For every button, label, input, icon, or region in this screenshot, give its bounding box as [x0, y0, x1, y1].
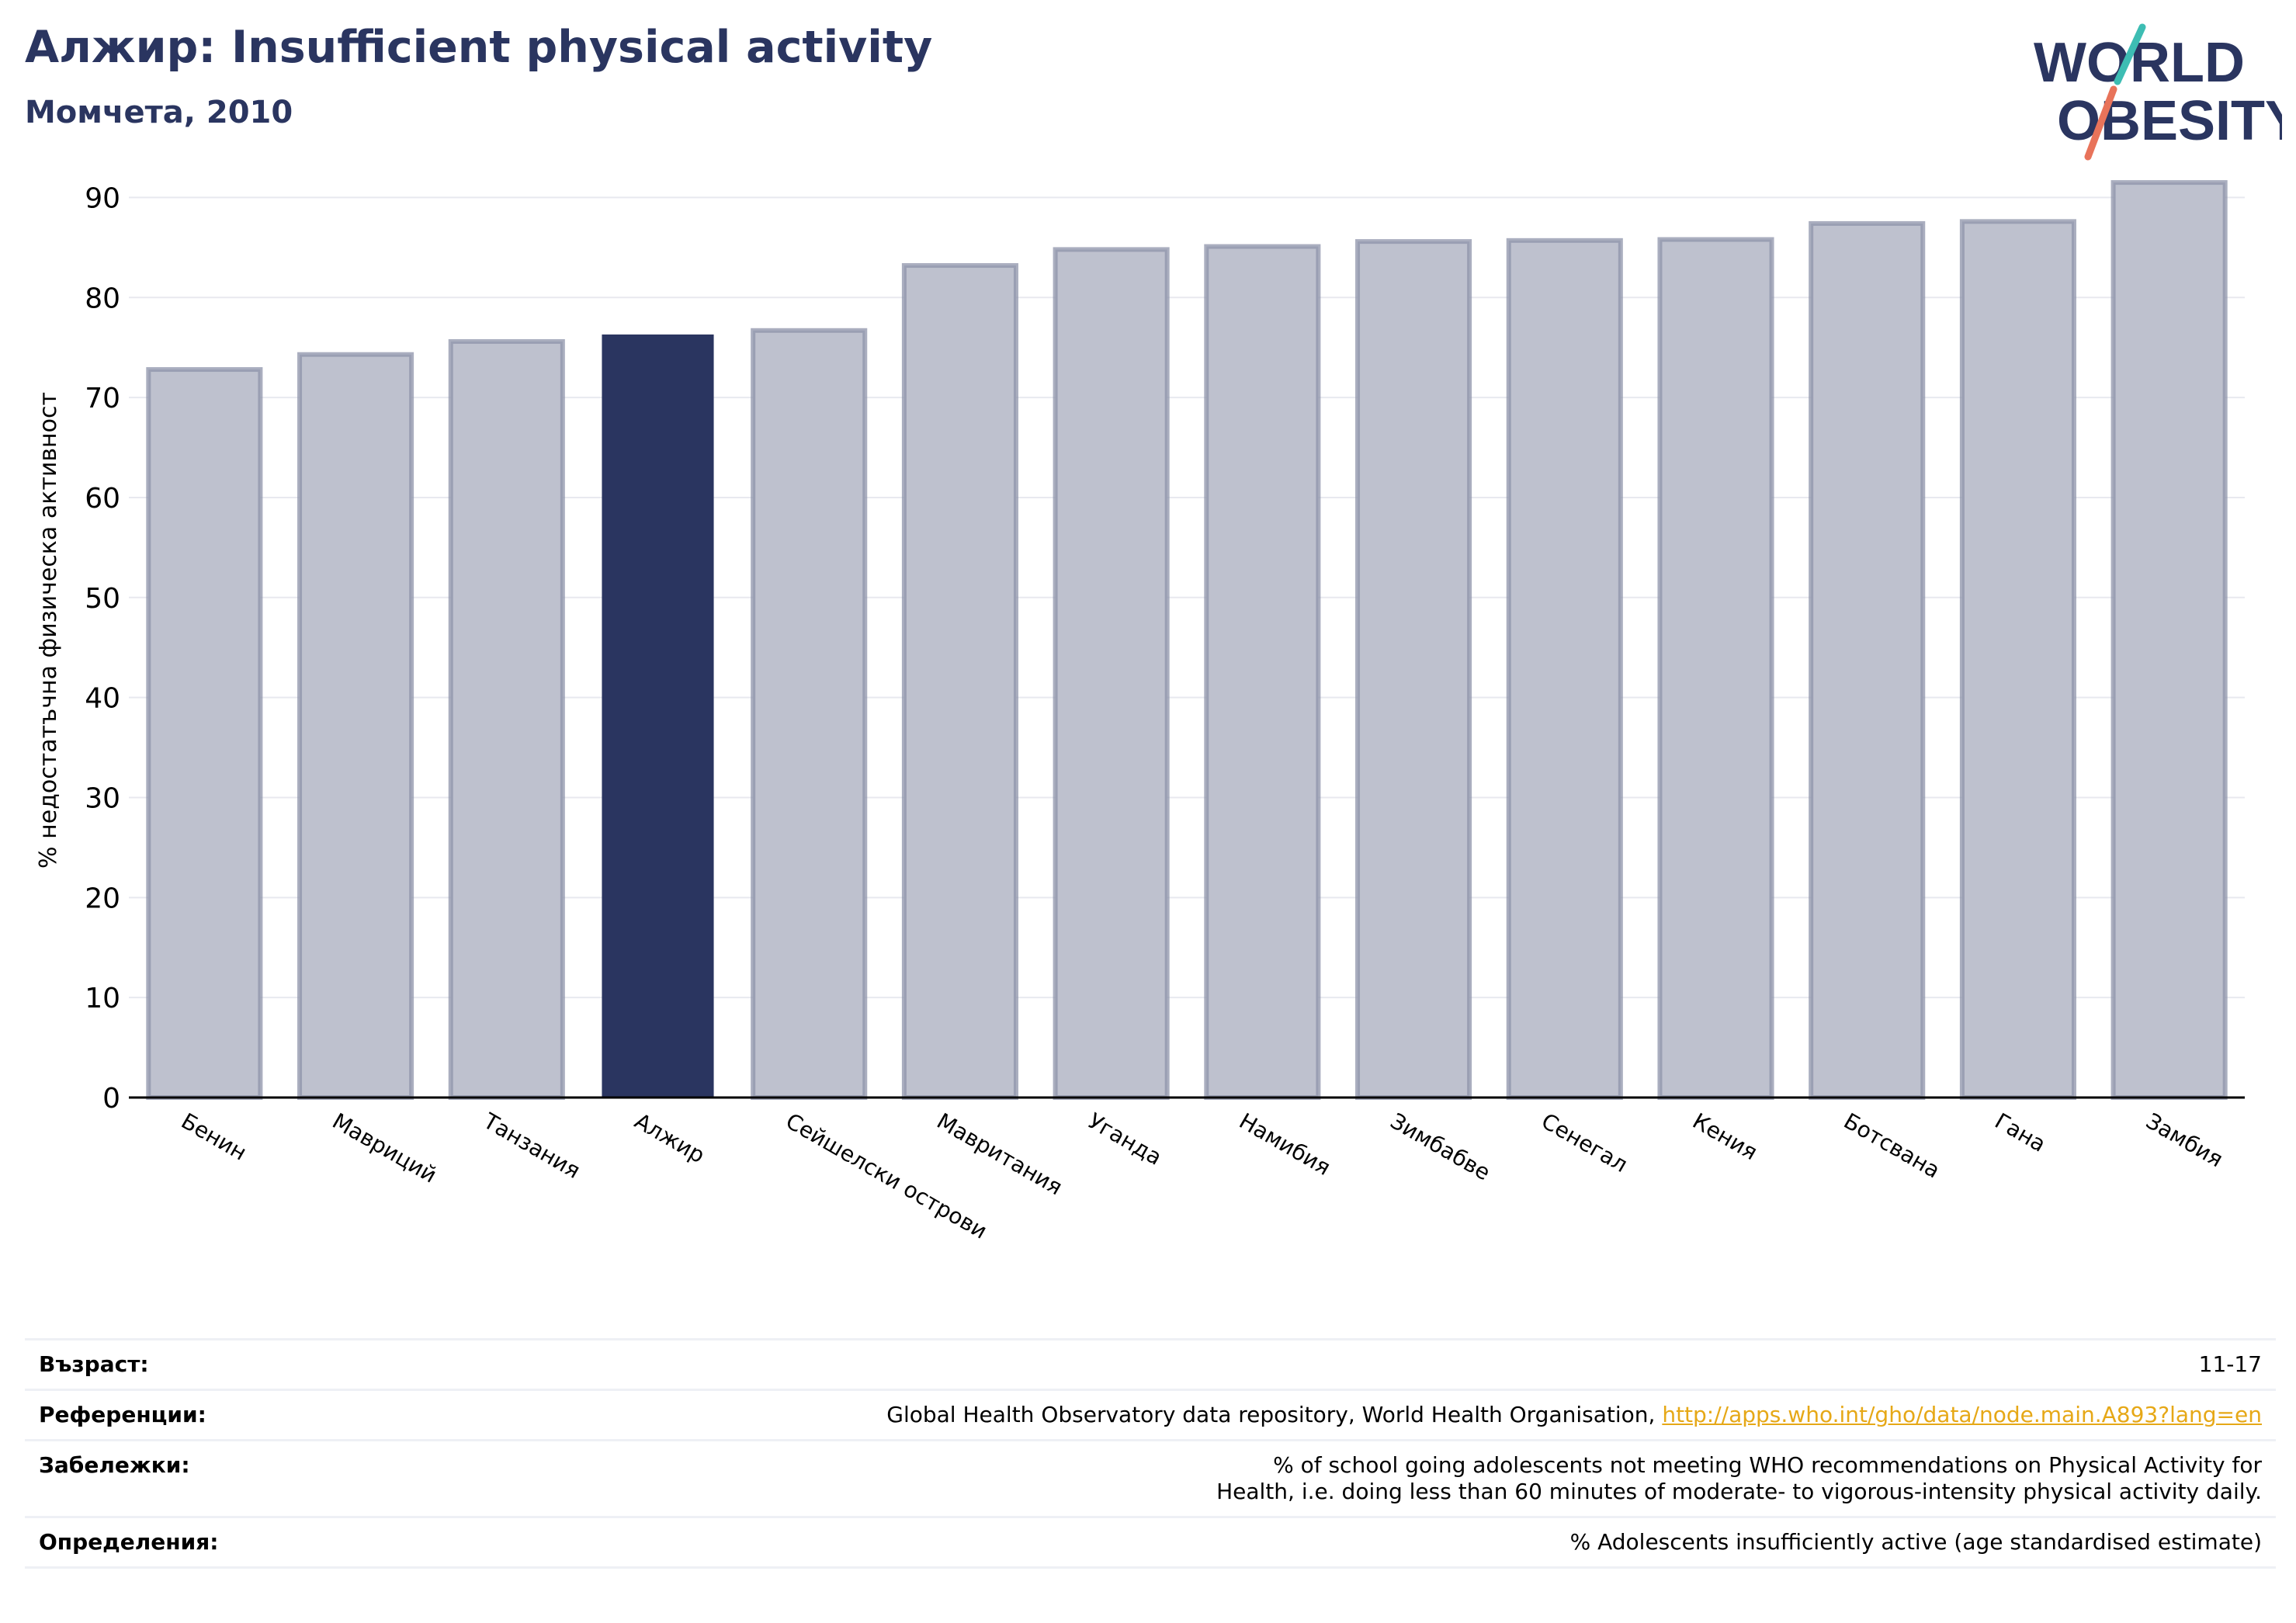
- info-value: Global Health Observatory data repositor…: [519, 1389, 2276, 1441]
- x-tick-label: Ботсвана: [1840, 1108, 1944, 1183]
- x-tick-label: Зимбабве: [1386, 1108, 1495, 1185]
- y-tick-labels: 0 10 20 30 40 50 60 70 80 90: [85, 182, 120, 1115]
- y-axis-label: % недостатъчна физическа активност: [35, 392, 62, 869]
- info-value: % of school going adolescents not meetin…: [519, 1439, 2276, 1518]
- info-key: Забележки:: [25, 1439, 519, 1518]
- reference-link[interactable]: http://apps.who.int/gho/data/node.main.A…: [1662, 1402, 2262, 1427]
- bar-14: [2110, 180, 2228, 1101]
- x-tick-label: Мавритания: [932, 1108, 1066, 1200]
- x-tick-label: Бенин: [177, 1108, 251, 1165]
- info-row-definitions: Определения: % Adolescents insufficientl…: [25, 1516, 2276, 1569]
- reference-text: Global Health Observatory data repositor…: [886, 1402, 1663, 1427]
- bar-7: [1053, 247, 1170, 1100]
- bars: [146, 180, 2228, 1101]
- y-tick-label: 30: [85, 782, 120, 814]
- bar-5: [751, 328, 868, 1100]
- info-row-age: Възраст: 11-17: [25, 1338, 2276, 1391]
- x-tick-label: Танзания: [478, 1108, 584, 1184]
- bar-9: [1355, 239, 1472, 1100]
- bar-6: [901, 263, 1018, 1100]
- x-tick-label: Гана: [1990, 1108, 2050, 1157]
- bar-4: [602, 334, 714, 1098]
- bar-1: [146, 367, 263, 1100]
- bar-chart: 0 10 20 30 40 50 60 70 80 90 Бенин Мавриций Танзани…: [35, 180, 2245, 1244]
- bar-2: [297, 352, 414, 1100]
- x-tick-labels: Бенин Мавриций Танзания Алжир Сейшелски остр…: [177, 1108, 2228, 1244]
- info-value: 11-17: [519, 1338, 2276, 1391]
- logo-slash-coral: [2084, 85, 2117, 161]
- info-table: Възраст: 11-17 Референции: Global Health…: [25, 1338, 2276, 1569]
- x-tick-label: Уганда: [1084, 1108, 1166, 1170]
- bar-11: [1657, 237, 1774, 1100]
- bar-3: [448, 338, 565, 1100]
- info-value: % Adolescents insufficiently active (age…: [519, 1516, 2276, 1569]
- y-tick-label: 10: [85, 983, 120, 1014]
- info-row-notes: Забележки: % of school going adolescents…: [25, 1439, 2276, 1518]
- y-tick-label: 90: [85, 182, 120, 214]
- x-tick-label: Кения: [1688, 1108, 1762, 1165]
- x-tick-label: Мавриций: [328, 1108, 442, 1188]
- info-key: Определения:: [25, 1516, 519, 1569]
- bar-10: [1506, 238, 1623, 1101]
- y-tick-label: 80: [85, 283, 120, 314]
- bar-8: [1204, 244, 1321, 1100]
- x-tick-label: Намибия: [1235, 1108, 1335, 1181]
- y-tick-label: 50: [85, 583, 120, 615]
- bar-13: [1959, 219, 2076, 1101]
- y-tick-label: 60: [85, 483, 120, 515]
- y-tick-label: 40: [85, 683, 120, 715]
- page-subtitle: Момчета, 2010: [25, 95, 293, 130]
- y-tick-label: 20: [85, 883, 120, 914]
- y-tick-label: 0: [102, 1083, 120, 1115]
- bar-12: [1809, 220, 1926, 1100]
- logo-slash-teal: [2114, 23, 2146, 85]
- grid-lines: [129, 196, 2245, 999]
- x-tick-label: Сенегал: [1537, 1108, 1632, 1177]
- info-key: Референции:: [25, 1389, 519, 1441]
- info-row-references: Референции: Global Health Observatory da…: [25, 1389, 2276, 1441]
- info-key: Възраст:: [25, 1338, 519, 1391]
- x-tick-label: Замбия: [2142, 1108, 2228, 1172]
- page-title: Алжир: Insufficient physical activity: [25, 22, 933, 73]
- x-tick-label: Алжир: [630, 1108, 709, 1168]
- world-obesity-logo: WORLD OBESITY: [2034, 23, 2282, 161]
- y-tick-label: 70: [85, 383, 120, 414]
